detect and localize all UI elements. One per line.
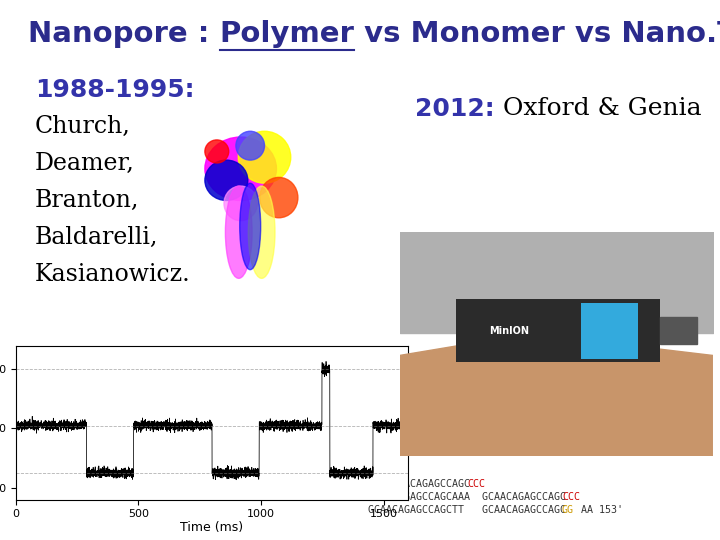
Text: , et al: , et al [650,294,698,311]
Text: GCAACAGAGCCAGCTT   GCAACAGAGCCAGC: GCAACAGAGCCAGCTT GCAACAGAGCCAGC [368,505,572,515]
X-axis label: Time (ms): Time (ms) [181,521,243,534]
Text: Bayley: Bayley [533,272,589,289]
Text: ,  et al: , et al [589,272,642,289]
Ellipse shape [205,160,248,200]
Text: Branton,: Branton, [35,189,140,212]
Text: Derrington,: Derrington, [461,294,570,311]
Text: TTT: TTT [165,361,206,380]
Text: Kasianowicz.: Kasianowicz. [35,263,191,286]
Bar [456,299,660,362]
Text: Baldarelli,: Baldarelli, [35,226,158,249]
Text: 2010: 2010 [415,294,461,312]
Text: GG: GG [562,505,574,515]
Bar [581,303,638,359]
Ellipse shape [225,186,252,278]
Polygon shape [400,333,713,456]
Text: GG: GG [113,347,148,367]
Text: , et al: , et al [585,316,632,333]
Text: 1.2 nm
constriction: 1.2 nm constriction [228,307,282,327]
Text: vs Monomer vs Nano.Tag: vs Monomer vs Nano.Tag [354,20,720,48]
Text: 2009: 2009 [415,272,462,290]
Ellipse shape [205,140,229,163]
Text: GCAACAGAGCCAGCAAA  GCAACAGAGCCAGC: GCAACAGAGCCAGCAAA GCAACAGAGCCAGC [368,492,572,502]
Text: Akeson: Akeson [523,316,585,333]
Text: 2 nm: 2 nm [153,221,163,243]
Text: Oxford & Genia: Oxford & Genia [495,97,701,120]
Text: 2012:: 2012: [415,97,495,121]
Text: Church,: Church, [35,115,131,138]
Text: Gundlach: Gundlach [570,294,650,311]
Ellipse shape [224,186,257,221]
Text: 1988-1995:: 1988-1995: [35,78,194,102]
Text: Cherf,: Cherf, [462,316,523,333]
Text: AA 153': AA 153' [575,505,623,515]
Text: 2012: 2012 [415,316,462,334]
Text: MinION: MinION [489,326,529,336]
Text: CCC: CCC [467,479,485,489]
Ellipse shape [205,137,276,200]
Ellipse shape [236,131,264,160]
Text: CCC: CCC [212,361,262,380]
Text: Deamer,: Deamer, [35,152,135,175]
Text: Nanopore :: Nanopore : [28,20,220,48]
Text: Clarke,: Clarke, [462,272,533,289]
Ellipse shape [248,186,275,278]
Text: Polymer: Polymer [220,20,354,48]
Text: CCC: CCC [562,492,580,502]
Text: AAA: AAA [308,347,356,367]
Ellipse shape [260,178,298,218]
Ellipse shape [240,183,261,269]
Bar [660,318,697,345]
Text: 5' GCAACAGAGCCAGC: 5' GCAACAGAGCCAGC [368,479,476,489]
Ellipse shape [238,131,291,183]
